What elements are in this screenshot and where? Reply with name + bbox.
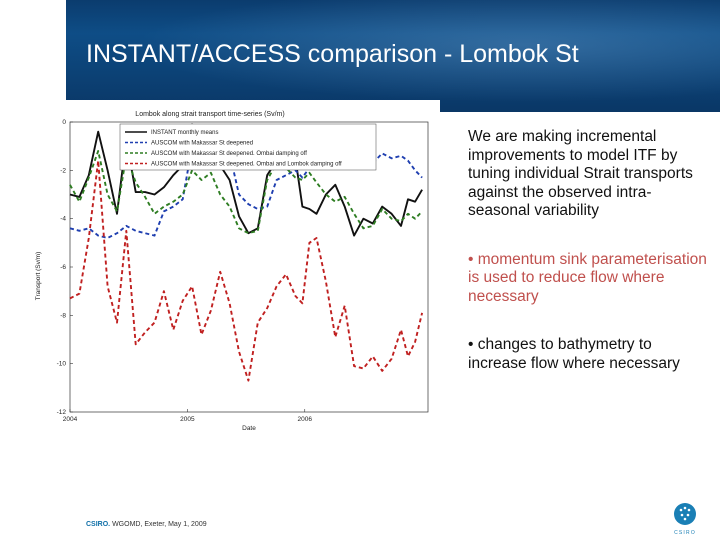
logo-label: CSIRO: [674, 530, 696, 536]
bullet-bathymetry: • changes to bathymetry to increase flow…: [468, 336, 680, 372]
series-line-4: [69, 159, 424, 382]
y-tick-label: -2: [60, 167, 66, 174]
series-line-3: [69, 150, 423, 235]
legend-label-1: INSTANT monthly means: [151, 130, 218, 136]
y-tick-label: -8: [60, 312, 66, 319]
intro-paragraph: We are making incremental improvements t…: [468, 128, 693, 219]
y-tick-label: -12: [57, 409, 67, 416]
legend-box: [119, 123, 377, 171]
footer-text: WGOMD, Exeter, May 1, 2009: [112, 521, 207, 528]
legend-label-3: AUSCOM with Makassar St deepened. Ombai …: [151, 151, 307, 157]
x-tick-label: 2005: [180, 416, 195, 423]
csiro-logo-icon: CSIRO: [674, 503, 696, 536]
x-tick-label: 2006: [298, 416, 313, 423]
y-tick-label: -4: [60, 216, 66, 223]
text-column: We are making incremental improvements t…: [468, 128, 713, 403]
slide-title: INSTANT/ACCESS comparison - Lombok St: [86, 40, 579, 68]
legend-label-4: AUSCOM with Makassar St deepened. Ombai …: [151, 162, 342, 168]
y-tick-label: -6: [60, 264, 66, 271]
y-axis-label: Transport (Sv/m): [35, 252, 42, 301]
chart-container: Lombok along strait transport time-serie…: [30, 100, 440, 445]
footer: CSIRO. WGOMD, Exeter, May 1, 2009: [86, 521, 207, 528]
legend-label-2: AUSCOM with Makassar St deepened: [151, 141, 253, 147]
chart-title: Lombok along strait transport time-serie…: [135, 111, 284, 118]
bullet-momentum-sink: • momentum sink parameterisation is used…: [468, 250, 707, 305]
y-tick-label: 0: [62, 119, 66, 126]
header-background: [66, 0, 720, 112]
x-tick-label: 2004: [63, 416, 78, 423]
title-banner: INSTANT/ACCESS comparison - Lombok St: [0, 0, 720, 112]
x-axis-label: Date: [242, 425, 256, 432]
transport-chart: Lombok along strait transport time-serie…: [30, 100, 440, 445]
footer-brand: CSIRO.: [86, 521, 111, 528]
y-tick-label: -10: [57, 361, 67, 368]
